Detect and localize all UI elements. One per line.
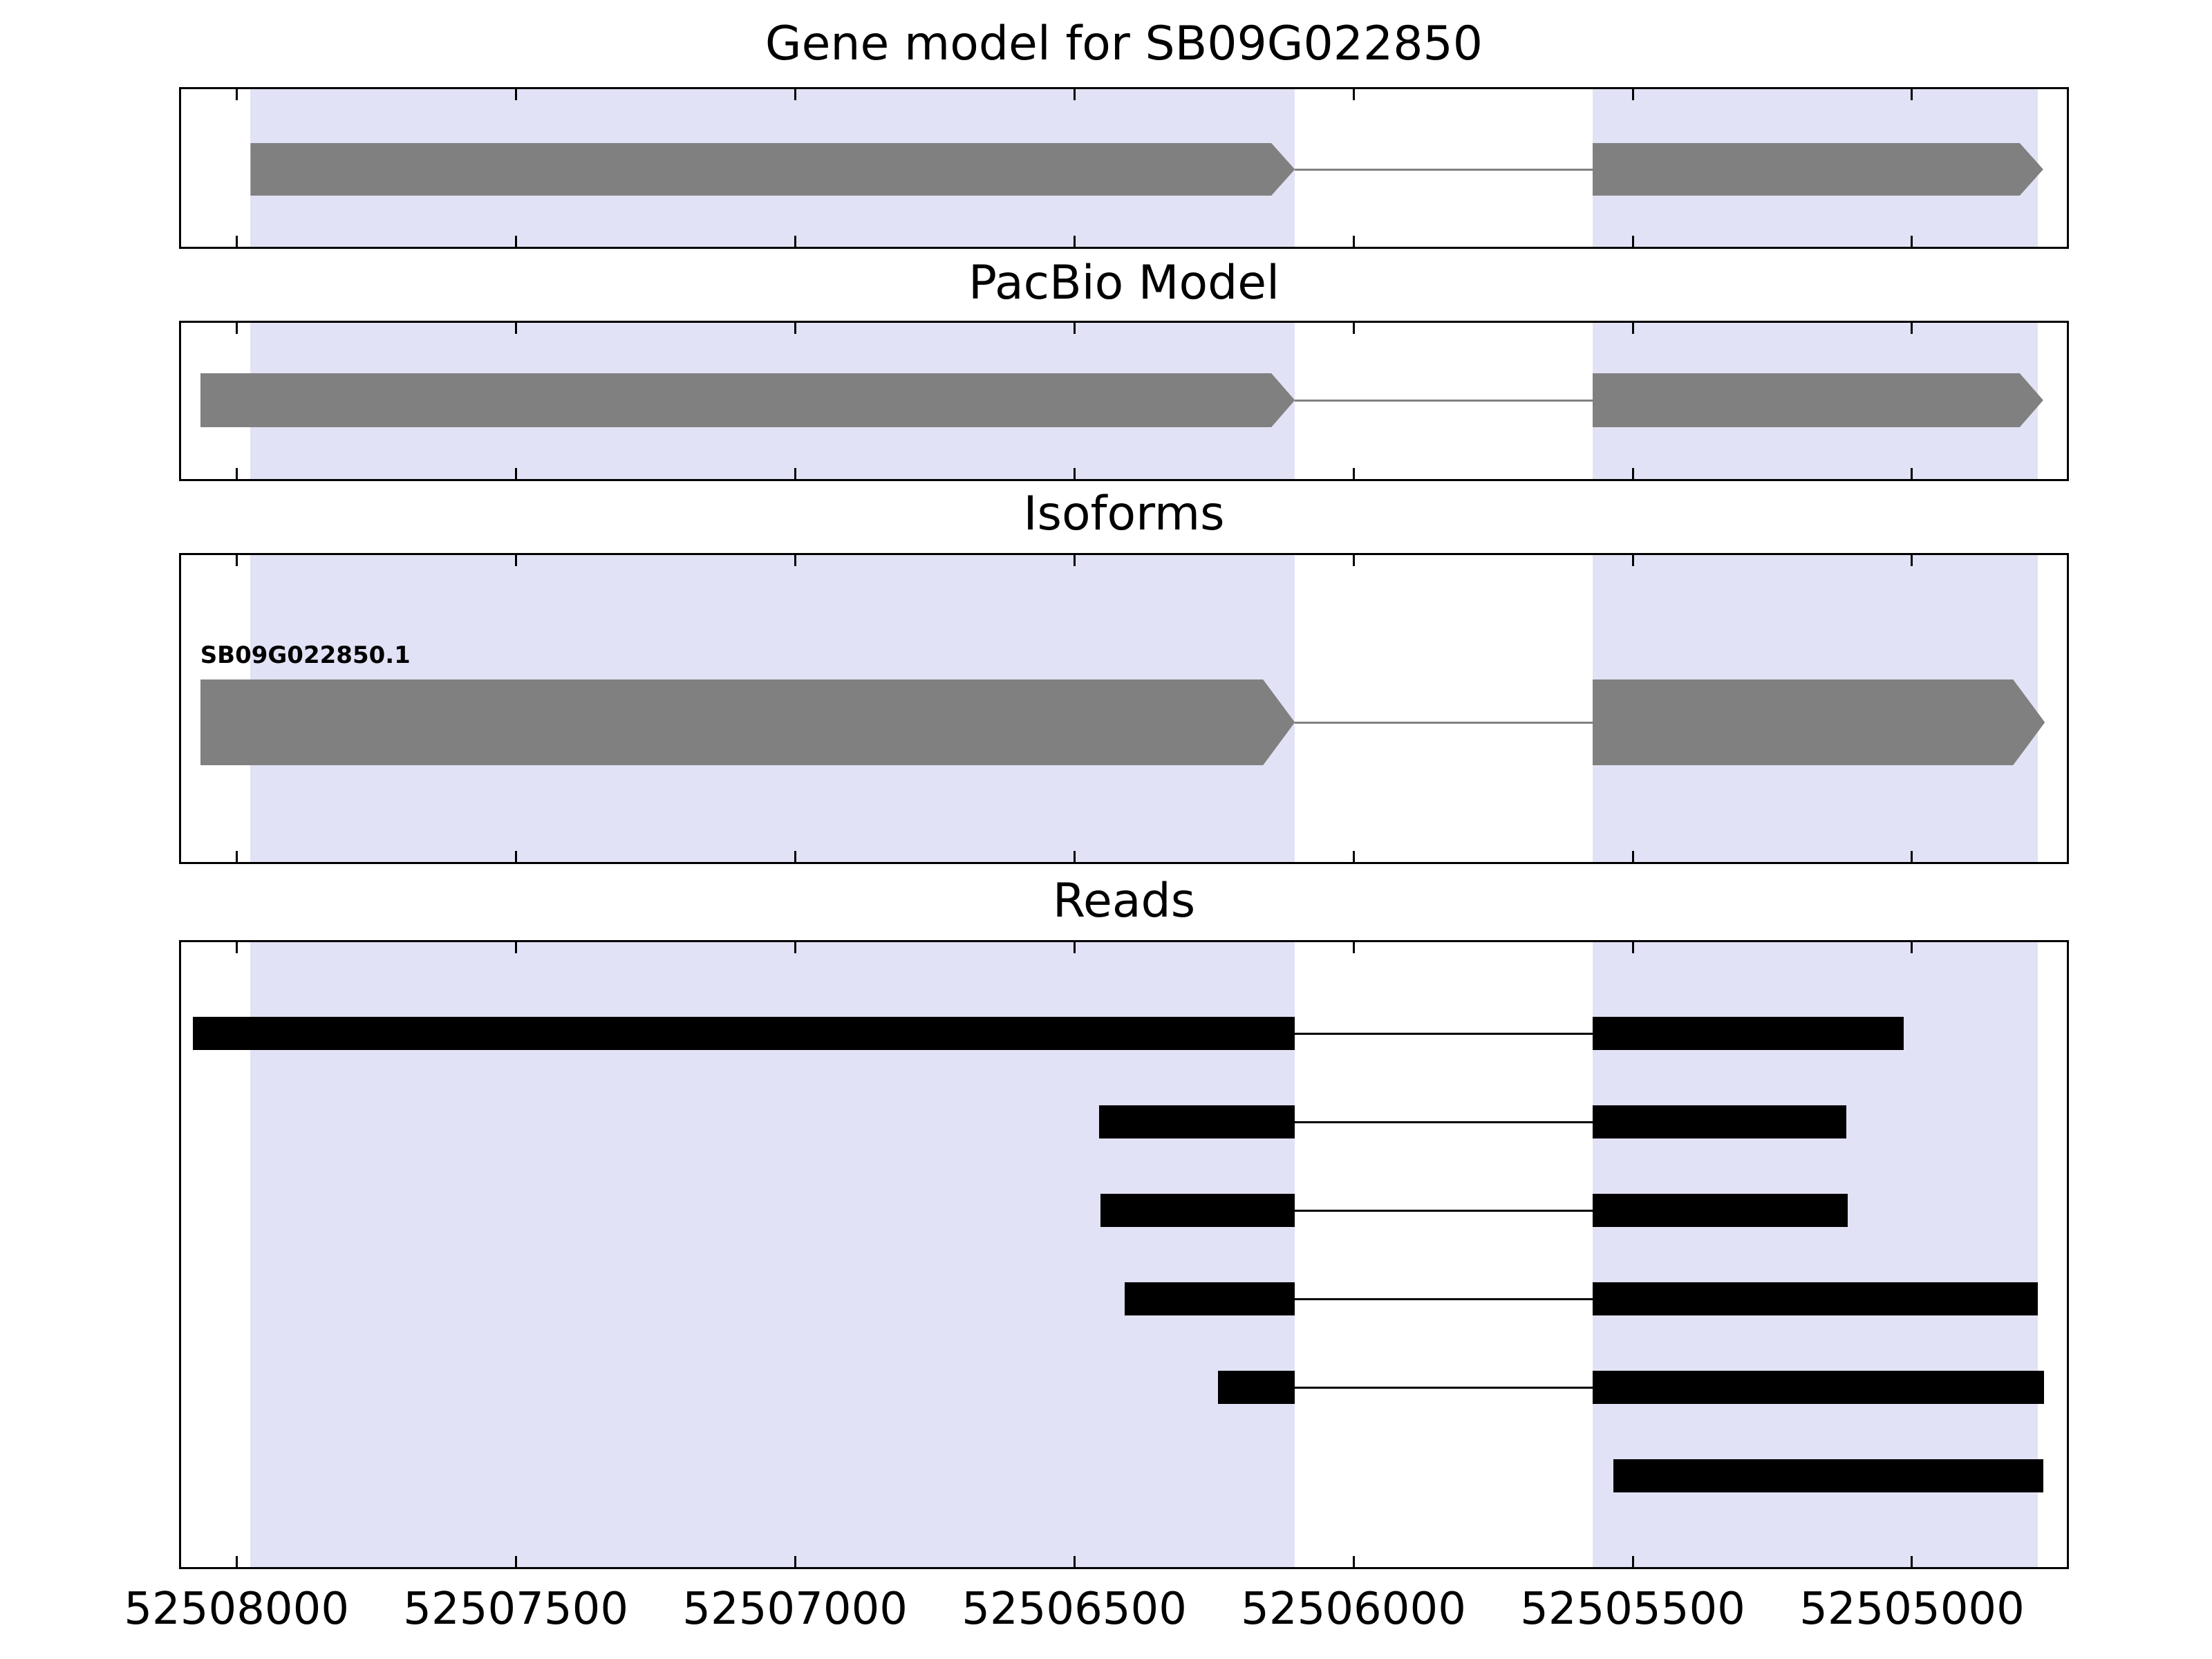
pacbio-title: PacBio Model — [968, 256, 1280, 310]
read-segment — [1100, 1194, 1295, 1227]
axis-tick — [794, 236, 796, 247]
axis-tick — [1352, 468, 1355, 479]
axis-tick — [1352, 236, 1355, 247]
axis-tick — [514, 468, 517, 479]
intron-line — [1295, 399, 1593, 402]
exon — [1593, 143, 2043, 196]
axis-tick — [235, 468, 238, 479]
axis-tick — [514, 555, 517, 566]
axis-tick — [1631, 555, 1634, 566]
axis-tick — [514, 323, 517, 334]
axis-tick — [1352, 89, 1355, 100]
read-segment — [1592, 1017, 1904, 1050]
axis-tick — [794, 89, 796, 100]
read-intron-line — [1295, 1121, 1593, 1123]
axis-tick — [794, 851, 796, 862]
axis-tick — [1352, 555, 1355, 566]
axis-tick — [1911, 323, 1913, 334]
figure-title: Gene model for SB09G022850 — [765, 17, 1483, 71]
axis-tick — [1911, 851, 1913, 862]
axis-tick — [1073, 468, 1076, 479]
axis-tick — [1073, 555, 1076, 566]
read-segment — [1124, 1282, 1295, 1315]
read-segment — [1217, 1371, 1295, 1404]
read-segment — [1592, 1105, 1846, 1138]
axis-tick-label: 52505500 — [1520, 1584, 1745, 1635]
exon — [200, 373, 1295, 427]
read-intron-line — [1295, 1386, 1593, 1389]
axis-tick — [235, 323, 238, 334]
axis-tick — [1631, 851, 1634, 862]
axis-tick — [794, 555, 796, 566]
read-segment — [1613, 1459, 2043, 1492]
intron-line — [1295, 168, 1593, 171]
read-intron-line — [1295, 1032, 1593, 1035]
reads-panel — [179, 940, 2069, 1569]
axis-tick — [1073, 323, 1076, 334]
axis-tick — [1631, 323, 1634, 334]
axis-tick — [235, 89, 238, 100]
axis-tick-label: 52508000 — [124, 1584, 350, 1635]
gene-model-panel — [179, 87, 2069, 249]
exon — [250, 143, 1295, 196]
axis-tick — [1073, 851, 1076, 862]
axis-tick-label: 52505000 — [1799, 1584, 2025, 1635]
axis-tick — [514, 89, 517, 100]
axis-tick — [1352, 851, 1355, 862]
axis-tick — [1631, 468, 1634, 479]
isoforms-panel: SB09G022850.1 — [179, 553, 2069, 864]
read-intron-line — [1295, 1297, 1593, 1300]
exon — [200, 679, 1295, 765]
axis-tick — [1352, 942, 1355, 953]
exon — [1593, 679, 2045, 765]
axis-tick — [1631, 236, 1634, 247]
exon — [1593, 373, 2043, 427]
axis-tick-label: 52507500 — [403, 1584, 629, 1635]
axis-tick — [1911, 942, 1913, 953]
axis-tick — [514, 851, 517, 862]
axis-tick — [1631, 89, 1634, 100]
read-segment — [193, 1017, 1295, 1050]
axis-tick — [1073, 942, 1076, 953]
axis-tick — [235, 851, 238, 862]
axis-tick — [235, 1556, 238, 1567]
isoform-label: SB09G022850.1 — [200, 641, 411, 669]
axis-tick — [1352, 1556, 1355, 1567]
read-segment — [1099, 1105, 1295, 1138]
axis-tick — [1073, 236, 1076, 247]
axis-tick — [1911, 555, 1913, 566]
axis-tick-label: 52507000 — [682, 1584, 908, 1635]
read-intron-line — [1295, 1209, 1593, 1212]
read-segment — [1592, 1371, 2044, 1404]
axis-tick — [794, 942, 796, 953]
axis-tick — [1911, 236, 1913, 247]
read-segment — [1592, 1282, 2038, 1315]
read-segment — [1592, 1194, 1848, 1227]
axis-tick — [1631, 1556, 1634, 1567]
axis-tick — [1911, 468, 1913, 479]
axis-tick — [514, 236, 517, 247]
pacbio-panel — [179, 321, 2069, 481]
axis-tick — [514, 1556, 517, 1567]
axis-tick-label: 52506500 — [962, 1584, 1187, 1635]
axis-tick-label: 52506000 — [1241, 1584, 1466, 1635]
axis-tick — [235, 942, 238, 953]
axis-tick — [1631, 942, 1634, 953]
axis-tick — [235, 555, 238, 566]
reads-title: Reads — [1052, 874, 1196, 928]
axis-tick — [1352, 323, 1355, 334]
axis-tick — [1911, 89, 1913, 100]
axis-tick — [794, 468, 796, 479]
axis-tick — [794, 1556, 796, 1567]
axis-tick — [1911, 1556, 1913, 1567]
axis-tick — [514, 942, 517, 953]
axis-tick — [1073, 1556, 1076, 1567]
isoforms-title: Isoforms — [1023, 487, 1225, 541]
intron-line — [1295, 721, 1593, 724]
axis-tick — [235, 236, 238, 247]
axis-tick — [1073, 89, 1076, 100]
axis-tick — [794, 323, 796, 334]
